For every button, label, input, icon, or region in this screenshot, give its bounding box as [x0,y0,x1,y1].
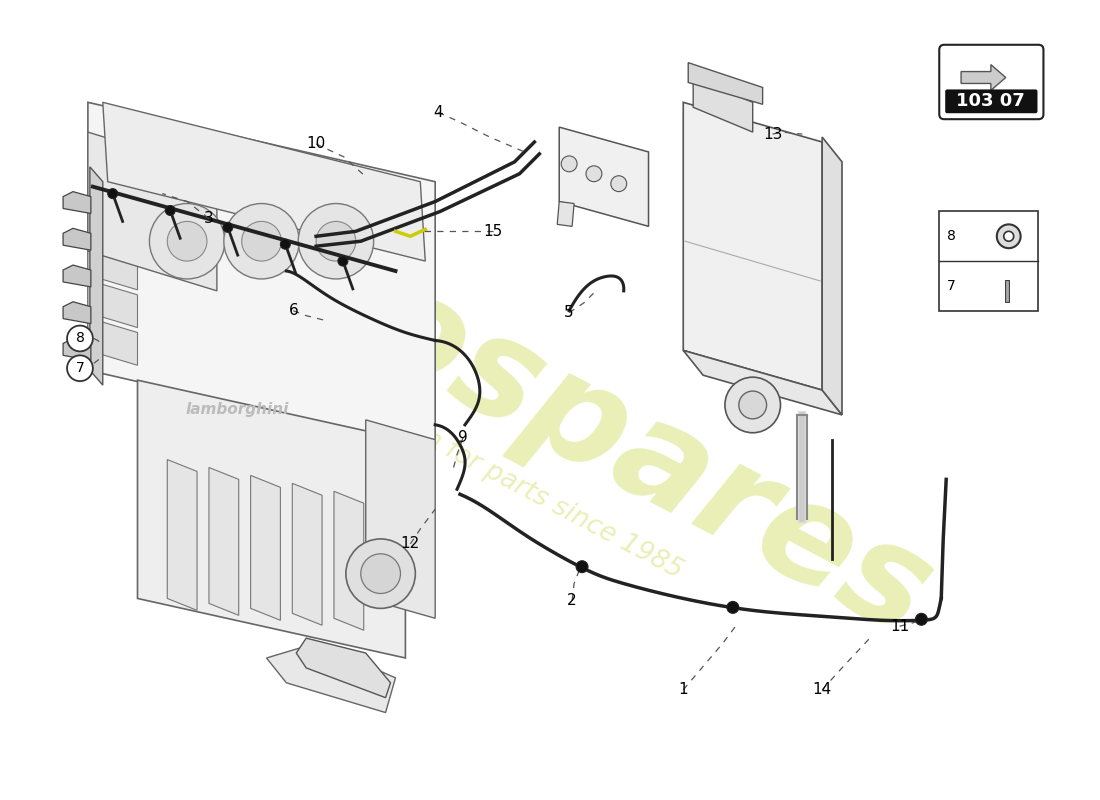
Text: 5: 5 [564,305,574,320]
Polygon shape [209,467,239,615]
Polygon shape [88,132,217,291]
Polygon shape [63,265,91,287]
Text: eurospares: eurospares [116,134,954,666]
Polygon shape [558,202,574,226]
Polygon shape [266,643,396,713]
Polygon shape [88,102,436,450]
Circle shape [997,224,1021,248]
Text: 103 07: 103 07 [957,92,1025,110]
Circle shape [361,554,400,594]
Circle shape [1004,231,1014,242]
Text: 11: 11 [890,618,910,634]
Polygon shape [251,475,280,620]
FancyBboxPatch shape [939,45,1044,119]
Polygon shape [63,192,91,214]
Circle shape [739,391,767,419]
Text: 1: 1 [679,682,689,698]
Polygon shape [88,167,138,214]
Text: 2: 2 [568,593,576,608]
Polygon shape [961,65,1005,90]
Text: 7: 7 [947,279,956,293]
Polygon shape [63,228,91,250]
Circle shape [67,355,92,381]
Circle shape [280,239,290,249]
Polygon shape [683,102,822,390]
Polygon shape [689,62,762,104]
Circle shape [610,176,627,192]
Circle shape [345,539,416,608]
Polygon shape [88,318,138,366]
Polygon shape [365,420,436,618]
Polygon shape [683,350,842,415]
Polygon shape [167,459,197,610]
Polygon shape [88,280,138,327]
Circle shape [727,602,739,614]
Circle shape [576,561,588,573]
Circle shape [316,222,355,261]
Text: 6: 6 [288,303,298,318]
Polygon shape [559,127,649,226]
Circle shape [242,222,282,261]
Text: 12: 12 [400,536,420,551]
Text: a passion for parts since 1985: a passion for parts since 1985 [322,374,686,584]
Circle shape [915,614,927,626]
Circle shape [165,206,175,215]
Polygon shape [999,276,1014,282]
Circle shape [586,166,602,182]
Text: 7: 7 [76,362,85,375]
Polygon shape [293,483,322,626]
Circle shape [67,326,92,351]
Circle shape [150,203,224,279]
Polygon shape [63,302,91,323]
Bar [939,211,1038,310]
FancyBboxPatch shape [945,90,1037,114]
Text: 4: 4 [433,105,443,120]
Polygon shape [63,338,91,360]
Circle shape [561,156,578,172]
Polygon shape [88,205,138,252]
Text: 14: 14 [813,682,832,698]
Text: 8: 8 [947,230,956,243]
Circle shape [167,222,207,261]
Text: 10: 10 [307,137,326,151]
Text: 15: 15 [483,224,503,239]
Circle shape [108,189,118,198]
Text: 3: 3 [205,211,213,226]
Text: 13: 13 [763,126,782,142]
Text: 8: 8 [76,331,85,346]
Circle shape [298,203,374,279]
Circle shape [223,222,233,232]
Circle shape [338,256,348,266]
Polygon shape [138,380,406,658]
Polygon shape [102,102,426,261]
Circle shape [725,377,781,433]
Polygon shape [90,167,102,385]
Polygon shape [88,242,138,290]
Polygon shape [334,491,364,630]
Polygon shape [822,137,842,415]
Text: 9: 9 [458,430,468,446]
Polygon shape [693,78,752,132]
Circle shape [223,203,299,279]
Polygon shape [296,638,390,698]
Text: lamborghini: lamborghini [185,402,288,418]
